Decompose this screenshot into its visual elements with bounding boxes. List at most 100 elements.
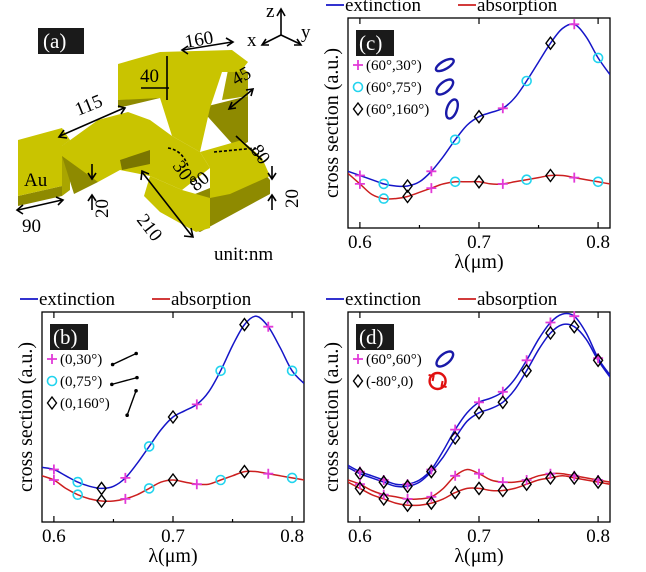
marker-d-1-0-9	[450, 470, 461, 481]
markers-c	[354, 19, 604, 204]
polarization-icon-b-1-head-b	[110, 382, 114, 387]
marker-d-1-1-11	[473, 481, 485, 496]
marker-d-1-1-1	[354, 481, 366, 496]
legend-label-c-0: (60°,30°)	[366, 58, 422, 74]
marker-c-1-0-13	[497, 178, 508, 189]
marker-d-1-0-17	[545, 468, 556, 479]
y-axis-label-c: cross section (a.u.)	[321, 48, 343, 198]
series-line-c-0	[348, 23, 610, 188]
marker-b-1-0-7	[120, 493, 131, 504]
legend-label-b-1: (0,75°)	[60, 374, 102, 390]
marker-c-1-0-7	[426, 183, 437, 194]
legend-marker-b-1	[46, 375, 58, 387]
panel-tag-c: (c)	[359, 31, 382, 55]
panel-a-structure: z x y	[15, 1, 311, 265]
marker-d-0-0-15	[521, 355, 532, 366]
coordinate-axes	[260, 7, 303, 46]
x-axis-arrow	[262, 34, 282, 45]
legend-marker-c-2	[352, 101, 364, 117]
marker-b-1-0-17	[239, 464, 250, 479]
marker-c-1-0-3	[378, 193, 390, 204]
marker-d-1-1-17	[545, 470, 556, 486]
marker-c-1-0-21	[592, 176, 604, 188]
x-tick-label-b-1: 0.7	[161, 526, 185, 547]
marker-c-1-0-9	[449, 176, 461, 188]
y-axis-label-b: cross section (a.u.)	[15, 342, 37, 492]
polarization-icon-c-2	[444, 98, 460, 120]
dim-210: 210	[132, 210, 166, 245]
x-tick-label-b-2: 0.8	[280, 526, 304, 547]
panel-tag-bg-d	[356, 324, 394, 350]
x-axis-label-c: λ(μm)	[454, 251, 503, 273]
panel-tag-b: (b)	[53, 325, 78, 349]
marker-c-0-0-11	[473, 109, 485, 124]
x-tick-label-d-0: 0.6	[348, 526, 372, 547]
dimension-lines	[15, 37, 277, 238]
marker-b-1-0-21	[286, 472, 298, 484]
panel-a-tag: (a)	[43, 29, 66, 53]
polarization-icon-c-1	[435, 78, 455, 96]
x-tick-label-b-0: 0.6	[42, 526, 66, 547]
legend-marker-c-0	[353, 60, 363, 70]
marker-c-0-0-1	[354, 170, 365, 181]
legend-extinction-label: extinction	[39, 289, 115, 310]
marker-b-0-0-17	[239, 317, 250, 332]
legend-extinction-label: extinction	[345, 289, 421, 310]
polarization-icon-b-1-head-a	[135, 375, 139, 380]
legend-marker-d-0	[353, 354, 363, 364]
marker-c-1-0-1	[354, 178, 365, 189]
x-tick-label-c-2: 0.8	[586, 232, 610, 253]
x-axis-label-b: λ(μm)	[148, 545, 197, 567]
legend-absorption-label: absorption	[171, 289, 252, 310]
legend-label-b-0: (0,30°)	[60, 352, 102, 368]
curves-b	[42, 315, 304, 503]
marker-c-1-0-5	[402, 189, 413, 204]
marker-d-1-1-13	[497, 483, 509, 498]
x-tick-label-d-2: 0.8	[586, 526, 610, 547]
z-axis-label: z	[266, 1, 274, 22]
legend-label-d-1: (-80°,0)	[366, 374, 413, 390]
au-left-arm	[18, 128, 70, 196]
dim-90: 90	[22, 216, 41, 237]
marker-d-0-1-17	[545, 325, 556, 341]
legend-label-b-2: (0,160°)	[60, 396, 110, 412]
polarization-icon-b-1	[111, 376, 138, 386]
marker-b-0-0-13	[191, 399, 202, 410]
material-label-au: Au	[24, 170, 48, 191]
marker-d-1-1-9	[449, 485, 461, 500]
marker-b-1-0-1	[48, 475, 59, 485]
marker-c-0-0-3	[378, 178, 390, 190]
marker-b-1-0-11	[167, 472, 179, 488]
marker-b-0-0-3	[72, 476, 84, 488]
au-top-arm	[118, 50, 248, 152]
marker-d-0-1-15	[521, 363, 533, 378]
legend-marker-b-2	[46, 395, 58, 411]
markers-d	[354, 311, 604, 513]
x-tick-label-c-1: 0.7	[467, 232, 491, 253]
legend-label-c-1: (60°,75°)	[366, 80, 422, 96]
polarization-icon-d-0	[435, 350, 455, 368]
marker-d-1-1-15	[521, 477, 533, 492]
polarization-icon-b-2-head-a	[134, 388, 138, 393]
marker-d-0-0-17	[545, 317, 556, 328]
marker-c-0-0-17	[545, 36, 556, 51]
series-line-d-1	[348, 323, 610, 488]
polarization-icon-d-1	[428, 371, 447, 391]
marker-d-1-1-19	[568, 470, 580, 486]
inplot-legend-c: (60°,30°) (60°,75°) (60°,160°)	[352, 57, 460, 120]
marker-c-1-0-19	[569, 172, 580, 183]
marker-d-0-1-7	[425, 464, 437, 479]
marker-b-0-0-15	[215, 365, 226, 377]
polarization-icon-d-1-arrows	[428, 374, 447, 388]
marker-b-1-0-19	[263, 468, 274, 479]
marker-d-1-1-5	[402, 498, 413, 513]
legend-marker-c-1	[352, 81, 364, 93]
marker-b-0-0-21	[286, 365, 298, 377]
polarization-icon-b-2	[126, 390, 137, 416]
marker-d-0-1-13	[497, 395, 509, 410]
marker-c-0-0-15	[521, 75, 532, 87]
y-axis-arrow	[280, 34, 301, 45]
marker-d-1-0-15	[521, 475, 532, 485]
unit-label: unit:nm	[214, 244, 273, 265]
